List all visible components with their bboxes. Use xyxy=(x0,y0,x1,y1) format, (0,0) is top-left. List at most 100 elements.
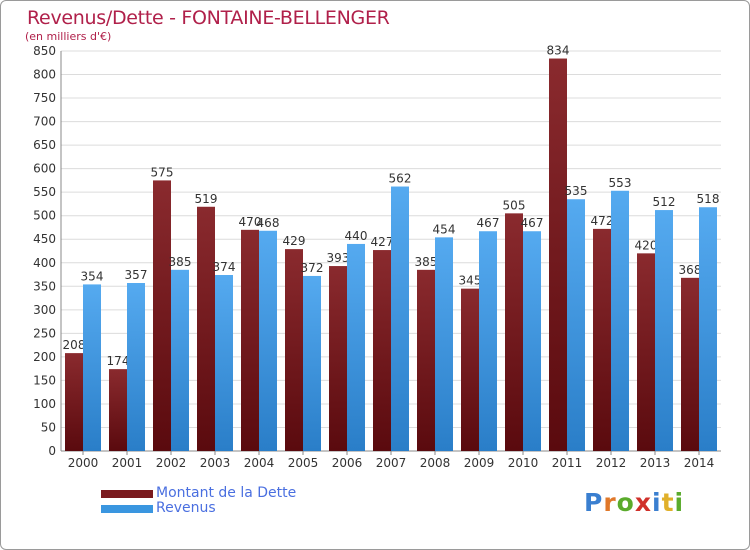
y-tick-label: 550 xyxy=(33,185,56,199)
data-label-revenus: 518 xyxy=(697,192,720,206)
data-label-dette: 834 xyxy=(547,44,570,58)
bar-dette xyxy=(681,277,699,451)
bar-revenus xyxy=(655,210,673,451)
x-tick-label: 2008 xyxy=(420,456,451,470)
x-tick-label: 2005 xyxy=(288,456,319,470)
data-label-revenus: 440 xyxy=(345,229,368,243)
y-tick-label: 0 xyxy=(48,444,56,458)
x-tick-label: 2013 xyxy=(640,456,671,470)
y-tick-label: 400 xyxy=(33,256,56,270)
logo-letter: r xyxy=(603,488,617,517)
x-tick-label: 2003 xyxy=(200,456,231,470)
x-tick-label: 2009 xyxy=(464,456,495,470)
bar-revenus xyxy=(479,231,497,451)
data-label-dette: 345 xyxy=(459,274,482,288)
data-label-dette: 505 xyxy=(503,198,526,212)
logo-letter: t xyxy=(661,488,675,517)
bar-revenus xyxy=(523,231,541,451)
y-tick-label: 150 xyxy=(33,373,56,387)
y-tick-label: 50 xyxy=(41,420,56,434)
bar-dette xyxy=(197,206,215,451)
y-tick-label: 450 xyxy=(33,232,56,246)
y-tick-label: 700 xyxy=(33,115,56,129)
bar-dette xyxy=(329,266,347,451)
y-tick-label: 750 xyxy=(33,91,56,105)
x-tick-label: 2004 xyxy=(244,456,275,470)
data-label-dette: 519 xyxy=(195,192,218,206)
data-label-dette: 393 xyxy=(327,251,350,265)
y-tick-label: 300 xyxy=(33,303,56,317)
data-label-revenus: 467 xyxy=(521,216,544,230)
x-tick-label: 2002 xyxy=(156,456,187,470)
bar-revenus xyxy=(259,230,277,451)
bar-revenus xyxy=(83,284,101,451)
x-tick-label: 2001 xyxy=(112,456,143,470)
legend-label-dette: Montant de la Dette xyxy=(156,485,297,501)
proxiti-logo: Proxiti xyxy=(584,488,684,517)
y-tick-label: 850 xyxy=(33,44,56,58)
data-label-dette: 385 xyxy=(415,255,438,269)
data-label-dette: 470 xyxy=(239,215,262,229)
bar-dette xyxy=(461,288,479,451)
logo-letter: o xyxy=(616,488,635,517)
chart-title: Revenus/Dette - FONTAINE-BELLENGER xyxy=(27,7,390,29)
data-label-revenus: 374 xyxy=(213,260,236,274)
x-tick-label: 2007 xyxy=(376,456,407,470)
bar-dette xyxy=(549,58,567,451)
data-label-dette: 429 xyxy=(283,234,306,248)
data-label-revenus: 357 xyxy=(125,268,148,282)
x-tick-label: 2006 xyxy=(332,456,363,470)
bar-dette xyxy=(417,269,435,451)
legend-label-revenus: Revenus xyxy=(156,500,216,516)
data-label-revenus: 354 xyxy=(81,269,104,283)
y-tick-label: 650 xyxy=(33,138,56,152)
legend-swatch-dette xyxy=(101,490,153,498)
bar-dette xyxy=(285,249,303,451)
x-tick-label: 2014 xyxy=(684,456,715,470)
data-label-revenus: 553 xyxy=(609,176,632,190)
y-tick-label: 800 xyxy=(33,68,56,82)
bar-revenus xyxy=(699,207,717,451)
y-tick-label: 250 xyxy=(33,326,56,340)
bar-revenus xyxy=(567,199,585,451)
x-tick-label: 2010 xyxy=(508,456,539,470)
y-tick-label: 500 xyxy=(33,209,56,223)
data-label-dette: 472 xyxy=(591,214,614,228)
y-tick-label: 600 xyxy=(33,162,56,176)
x-tick-label: 2000 xyxy=(68,456,99,470)
data-label-dette: 174 xyxy=(107,354,130,368)
bar-revenus xyxy=(303,275,321,451)
bar-dette xyxy=(373,250,391,451)
legend-swatch-revenus xyxy=(101,505,153,513)
data-label-dette: 427 xyxy=(371,235,394,249)
bar-dette xyxy=(637,253,655,451)
bar-revenus xyxy=(215,275,233,451)
x-tick-label: 2012 xyxy=(596,456,627,470)
data-label-revenus: 562 xyxy=(389,172,412,186)
bar-revenus xyxy=(435,237,453,451)
bar-revenus xyxy=(347,243,365,451)
logo-letter: x xyxy=(634,488,652,517)
y-tick-label: 200 xyxy=(33,350,56,364)
data-label-revenus: 372 xyxy=(301,261,324,275)
data-label-revenus: 512 xyxy=(653,195,676,209)
y-tick-label: 100 xyxy=(33,397,56,411)
bar-revenus xyxy=(171,269,189,451)
bar-dette xyxy=(593,228,611,451)
data-label-dette: 575 xyxy=(151,165,174,179)
bar-dette xyxy=(65,353,83,451)
bar-revenus xyxy=(611,190,629,451)
data-label-revenus: 468 xyxy=(257,216,280,230)
chart-subtitle: (en milliers d'€) xyxy=(25,30,112,43)
x-tick-label: 2011 xyxy=(552,456,583,470)
logo-letter: i xyxy=(652,488,662,517)
bar-dette xyxy=(109,369,127,451)
data-label-revenus: 535 xyxy=(565,184,588,198)
data-label-revenus: 454 xyxy=(433,222,456,236)
data-label-revenus: 385 xyxy=(169,255,192,269)
data-label-dette: 368 xyxy=(679,263,702,277)
bar-dette xyxy=(241,229,259,451)
bar-revenus xyxy=(391,186,409,451)
